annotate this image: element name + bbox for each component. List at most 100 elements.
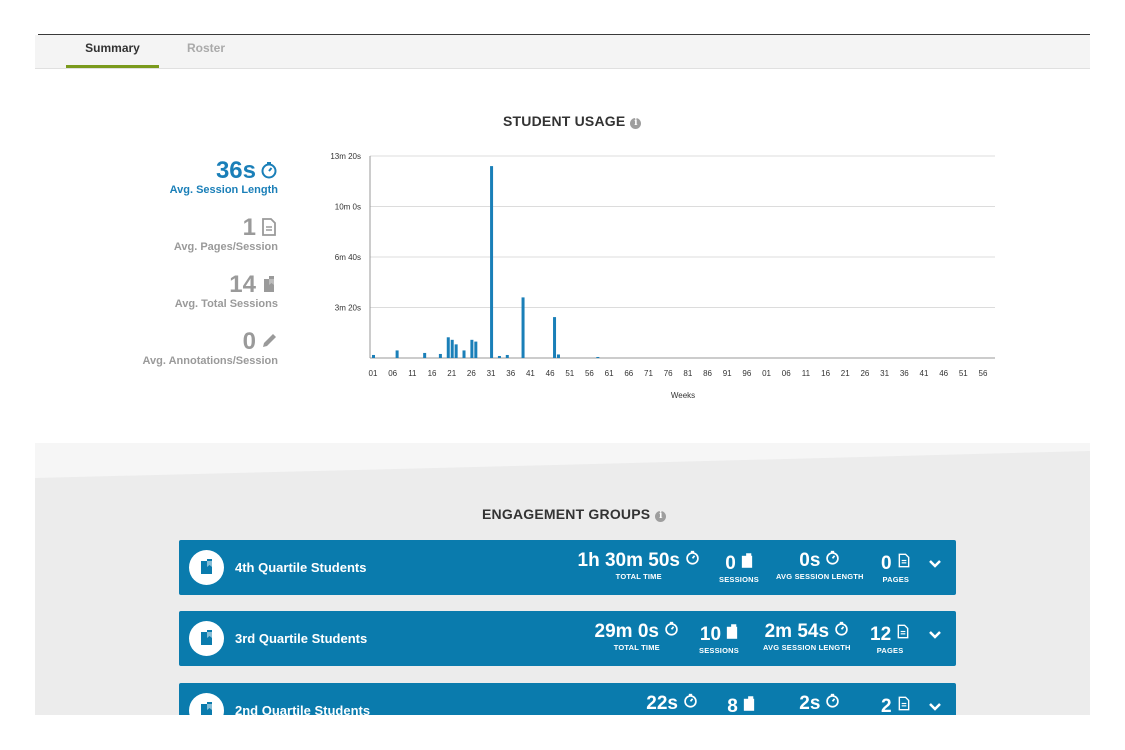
x-tick-label: 51 [959,369,968,378]
page-icon [897,552,911,574]
book-icon [741,552,753,574]
x-tick-label: 11 [802,369,811,378]
chart-bars [372,166,600,358]
section-wave [35,443,1090,478]
stat-value: 14 [229,271,256,298]
chevron-down-icon[interactable] [928,702,942,712]
stat-total-sessions: 14 Avg. Total Sessions [175,272,278,311]
metric-sessions: 10 SESSIONS [699,623,739,656]
x-tick-label: 76 [664,369,673,378]
info-icon[interactable]: i [655,511,667,522]
metric-pages: 2 PAGES [881,695,911,715]
y-tick-label: 6m 40s [335,253,361,262]
x-tick-label: 66 [624,369,633,378]
stopwatch-icon [683,692,698,714]
group-book-icon [189,693,224,715]
tab-summary[interactable]: Summary [85,41,140,55]
stat-value: 0 [242,328,256,355]
book-icon [260,273,278,292]
active-tab-indicator [66,65,159,68]
group-row-3rd-quartile[interactable]: 3rd Quartile Students 29m 0s TOTAL TIME … [179,611,956,666]
book-icon [726,623,738,645]
y-tick-label: 3m 20s [335,304,361,313]
pencil-icon [260,330,278,348]
metric-label: TOTAL TIME [613,643,660,652]
chart-bar [521,297,525,358]
x-tick-label: 26 [860,369,869,378]
metric-label: PAGES [882,575,910,584]
stat-label: Avg. Total Sessions [174,298,278,310]
tab-roster[interactable]: Roster [187,41,226,55]
page-icon [896,623,910,645]
group-name: 2nd Quartile Students [235,703,371,715]
group-book-icon [189,550,224,585]
chart-bar [450,339,454,358]
x-tick-label: 36 [900,369,909,378]
stopwatch-icon [834,620,849,642]
x-tick-label: 31 [487,369,496,378]
y-axis: 3m 20s 6m 40s 10m 0s 13m 20s [330,152,995,359]
metric-sessions: 0 SESSIONS [719,552,759,585]
stat-value: 36s [215,157,256,184]
chart-bar [490,166,494,358]
metric-pages: 0 PAGES [881,552,911,585]
x-tick-label: 06 [388,369,397,378]
metric-value: 0 [881,553,892,574]
metric-total-time: 1h 30m 50s TOTAL TIME [578,549,700,582]
metric-value: 0 [725,553,736,574]
divider [38,34,1090,35]
chart-grid [370,155,995,308]
stopwatch-icon [685,549,700,571]
stopwatch-icon [825,692,840,714]
x-tick-label: 71 [644,369,653,378]
stopwatch-icon [260,159,278,179]
chevron-down-icon[interactable] [928,630,942,640]
chevron-down-icon[interactable] [928,559,942,569]
x-tick-label: 11 [408,369,417,378]
usage-title: STUDENT USAGE [503,113,626,129]
y-tick-label: 10m 0s [335,203,361,212]
usage-title-row: STUDENT USAGE i [503,113,642,129]
x-tick-label: 41 [526,369,535,378]
metric-value: 29m 0s [594,621,659,642]
chart-bar [553,317,557,358]
group-name: 4th Quartile Students [235,560,367,575]
metric-value: 2s [799,693,821,714]
group-row-2nd-quartile[interactable]: 2nd Quartile Students 22s TOTAL TIME 8 S… [179,683,956,715]
metric-label: AVG SESSION LENGTH [763,643,851,652]
group-row-4th-quartile[interactable]: 4th Quartile Students 1h 30m 50s TOTAL T… [179,540,956,595]
stat-avg-pages: 1 Avg. Pages/Session [174,215,278,254]
x-tick-label: 41 [920,369,929,378]
metric-label: AVG SESSION LENGTH [776,572,864,581]
x-tick-label: 56 [585,369,594,378]
x-tick-label: 81 [683,369,692,378]
book-icon [743,695,755,715]
info-icon[interactable]: i [630,118,642,129]
metric-value: 10 [699,624,722,645]
chart-bar [596,356,600,358]
group-book-icon [189,621,224,656]
chart-bar [462,350,466,358]
metric-value: 0s [799,550,821,571]
metric-value: 8 [727,696,738,715]
metric-total-time: 29m 0s TOTAL TIME [595,620,679,653]
metric-label: SESSIONS [699,646,739,655]
tab-bar: Summary Roster [35,35,1090,69]
x-tick-label: 46 [546,369,555,378]
x-tick-label: 21 [841,369,850,378]
x-tick-label: 96 [742,369,751,378]
y-tick-label: 13m 20s [330,152,361,161]
chart-bar [395,350,399,358]
x-tick-label: 56 [979,369,988,378]
chart-bar [454,344,458,358]
metric-value: 12 [870,624,892,645]
metric-avg-session: 2m 54s AVG SESSION LENGTH [763,620,851,653]
x-tick-label: 61 [605,369,614,378]
x-tick-label: 16 [821,369,830,378]
x-axis-label: Weeks [671,391,695,400]
usage-chart: 3m 20s 6m 40s 10m 0s 13m 20s 01 06 11 16 21 26 31… [330,152,995,400]
x-axis: 01 06 11 16 21 26 31 36 41 46 51 56 61 66 71 76 81 86 91 96… [369,369,988,378]
metric-sessions: 8 SESSIONS [721,695,761,715]
stopwatch-icon [825,549,840,571]
engagement-title: ENGAGEMENT GROUPS [482,506,651,522]
